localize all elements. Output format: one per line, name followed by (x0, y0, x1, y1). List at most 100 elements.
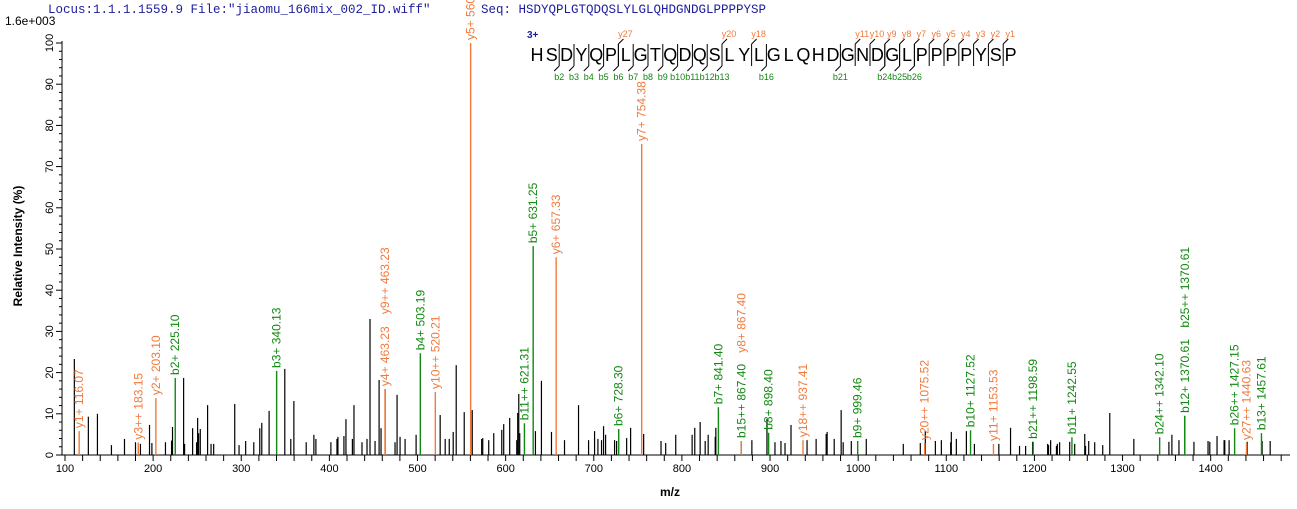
b-ion-label: b9 (658, 72, 668, 82)
b-cleavage-hook (687, 65, 693, 72)
y-tick-label: 20 (44, 366, 56, 378)
x-tick-label: 1200 (1022, 463, 1046, 475)
b-ion-label: b11+ 1242.55 (1065, 361, 1079, 434)
b-ion-label: b8+ 898.40 (762, 369, 776, 430)
b-ion-label: b11 (685, 72, 699, 82)
b-ion-label: b9+ 999.46 (851, 377, 865, 438)
y-ion-label: y1 (1005, 29, 1015, 39)
y-ion-label: y9 (887, 29, 897, 39)
x-tick-label: 800 (673, 463, 691, 475)
residue-letter: Y (738, 45, 750, 65)
y-ion-label: y8+ 867.40 (734, 293, 748, 353)
y-ion-label: y20++ 1075.52 (918, 360, 932, 440)
y-cleavage-hook (884, 38, 891, 45)
b-ion-label: b15++ 867.40 (734, 364, 748, 438)
b-ion-label: b6+ 728.30 (612, 365, 626, 426)
b-ion-label: b5+ 631.25 (526, 182, 540, 243)
residue-letter: Q (796, 45, 810, 65)
y-ion-label: y18++ 937.41 (796, 363, 810, 437)
residue-letter: N (856, 45, 869, 65)
residue-letter: P (960, 45, 972, 65)
residue-letter: L (784, 45, 794, 65)
residue-letter: P (945, 45, 957, 65)
b-ion-label: b26 (907, 72, 922, 82)
y-ion-label: y10 (870, 29, 885, 39)
y-cleavage-hook (914, 38, 920, 45)
b-cleavage-hook (835, 65, 841, 72)
residue-letter: Q (663, 45, 677, 65)
y-cleavage-hook (854, 38, 861, 45)
y-ion-label: y6 (931, 29, 941, 39)
b-ion-label: b3 (569, 72, 579, 82)
y-tick-label: 0 (44, 452, 56, 458)
y-cleavage-hook (958, 38, 965, 45)
residue-letter: G (841, 45, 855, 65)
y-cleavage-hook (1002, 38, 1009, 45)
residue-letter: D (871, 45, 884, 65)
y-ion-label: y9++ 463.23 (378, 247, 392, 314)
y-ion-label: y5 (946, 29, 956, 39)
b-cleavage-hook (598, 65, 604, 72)
fragment-sequence-map: 3+H S D Y Q P L G T Q D Q S L Y L G L Q H D G N D G L P P P P Y S Pb2 b3 b… (527, 29, 1017, 82)
y-cleavage-hook (928, 38, 935, 45)
locus-file-header: Locus:1.1.1.1559.9 File:"jiaomu_166mix_0… (48, 3, 431, 17)
b-ion-label: b21++ 1198.59 (1026, 359, 1040, 439)
y-ion-label: y2+ 203.10 (149, 335, 163, 395)
y-cleavage-hook (943, 38, 950, 45)
residue-letter: D (827, 45, 840, 65)
x-tick-label: 300 (232, 463, 250, 475)
b-cleavage-hook (642, 65, 649, 72)
y-ion-label: y7 (917, 29, 927, 39)
b-cleavage-hook (879, 65, 886, 72)
b-ion-label: b6 (613, 72, 623, 82)
residue-letter: P (605, 45, 617, 65)
y-ion-label: y10++ 520.21 (428, 315, 442, 389)
y-axis-label: Relative Intensity (%) (11, 186, 25, 307)
x-tick-label: 500 (408, 463, 426, 475)
y-ion-label: y11 (855, 29, 869, 39)
residue-letter: S (709, 45, 721, 65)
y-ion-label: y18 (751, 29, 766, 39)
b-ion-label: b13 (714, 72, 729, 82)
y-ion-label: y8 (902, 29, 912, 39)
b-cleavage-hook (716, 65, 723, 72)
y-ion-label: y11+ 1153.53 (986, 369, 1000, 441)
y-ion-label: y4+ 463.23 (378, 326, 392, 386)
y-tick-label: 10 (44, 408, 56, 420)
y-cleavage-hook (869, 38, 876, 45)
annotations: y1+ 116.07 y3++ 183.15 y2+ 203.10 b2+ 225.1… (72, 0, 1268, 455)
y-cleavage-hook (618, 38, 624, 45)
y-ion-label: y6+ 657.33 (549, 194, 563, 254)
y-tick-label: 30 (44, 325, 56, 337)
y-ion-label: y7+ 754.38 (635, 81, 649, 141)
residue-letter: G (885, 45, 899, 65)
residue-letter: P (931, 45, 943, 65)
y-tick-label: 80 (44, 119, 56, 131)
x-tick-label: 100 (56, 463, 74, 475)
residue-letter: L (724, 45, 734, 65)
b-ion-label: b24++ 1342.10 (1153, 353, 1167, 434)
residue-letter: Y (575, 45, 587, 65)
b-ion-label: b12+ 1370.61 (1178, 339, 1192, 413)
b-cleavage-hook (909, 65, 915, 72)
y-tick-label: 100 (44, 34, 56, 52)
residue-letter: S (546, 45, 558, 65)
y-ion-label: y20 (722, 29, 737, 39)
y-max-intensity-label: 1.6e+003 (5, 14, 56, 28)
x-tick-label: 1300 (1110, 463, 1134, 475)
sequence-header: Seq: HSDYQPLGTQDQSLYLGLQHDGNDGLPPPPYSP (481, 3, 767, 17)
b-ion-label: b10 (670, 72, 685, 82)
x-tick-label: 400 (320, 463, 338, 475)
x-tick-label: 200 (144, 463, 162, 475)
residue-letter: L (621, 45, 631, 65)
residue-letter: D (560, 45, 573, 65)
b-ion-label: b2 (554, 72, 564, 82)
x-tick-label: 1100 (934, 463, 958, 475)
y-tick-label: 50 (44, 243, 56, 255)
y-cleavage-hook (988, 38, 994, 45)
y-ion-label: y4 (961, 29, 971, 39)
b-cleavage-hook (761, 65, 767, 72)
x-tick-label: 700 (585, 463, 603, 475)
charge-state-label: 3+ (527, 30, 539, 41)
